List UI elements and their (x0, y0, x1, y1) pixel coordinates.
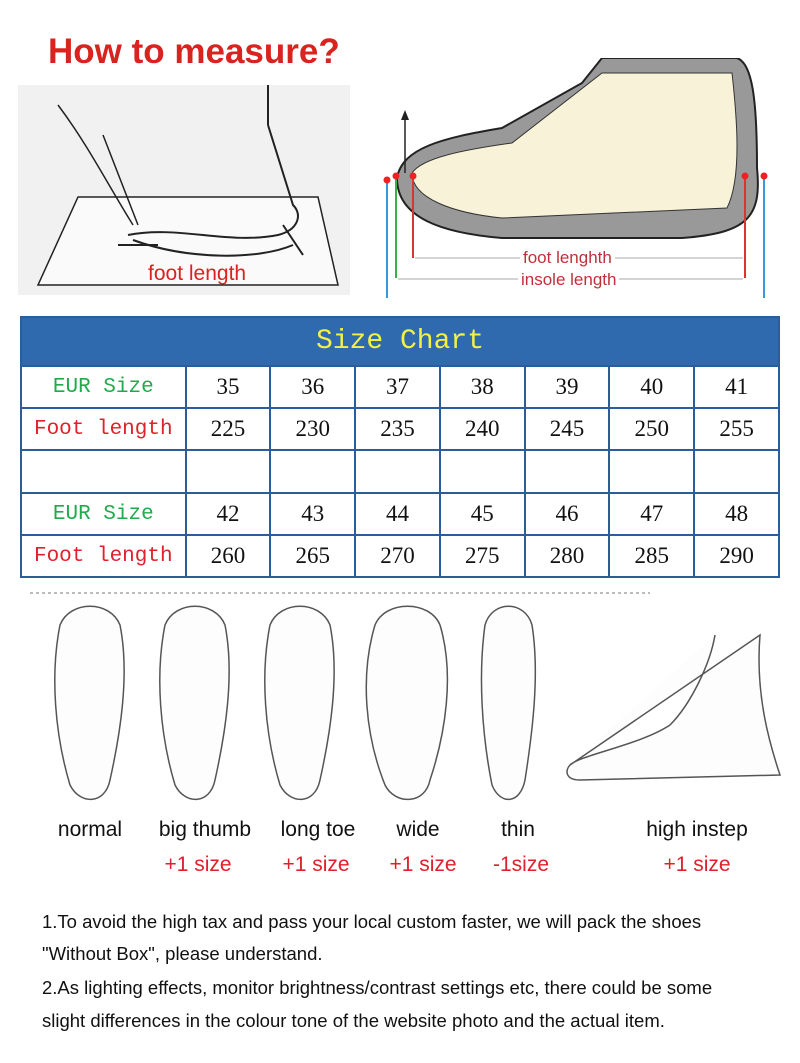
foot-long-toe (264, 605, 335, 801)
table-cell: 290 (693, 534, 780, 578)
table-cell: 265 (269, 534, 357, 578)
size-adjust: +1 size (663, 853, 731, 876)
table-cell: 46 (523, 492, 611, 536)
size-adjust: -1size (492, 853, 550, 876)
table-cell: 245 (523, 407, 611, 451)
foot-type-wide: wide (396, 818, 440, 841)
table-cell: 250 (608, 407, 696, 451)
measure-illustration: foot length (18, 85, 350, 295)
empty-row (20, 449, 780, 494)
table-cell: 45 (438, 492, 526, 536)
table-cell: 235 (354, 407, 441, 451)
table-cell: 41 (693, 365, 780, 409)
foot-length-label: foot lenghth (520, 248, 615, 268)
size-chart-title: Size Chart (20, 316, 780, 367)
eur-size-label: EUR Size (20, 365, 187, 409)
table-row: Foot length 260 265 270 275 280 285 290 (20, 534, 780, 578)
foot-thin (480, 605, 537, 801)
table-row: Foot length 225 230 235 240 245 250 255 (20, 407, 780, 451)
foot-on-paper-drawing (36, 85, 339, 286)
table-cell: 39 (523, 365, 611, 409)
table-cell: 255 (693, 407, 780, 451)
foot-length-label: Foot length (20, 407, 187, 451)
insole-length-label: insole length (518, 270, 620, 290)
table-cell: 44 (354, 492, 441, 536)
size-adjust: +1 size (164, 853, 232, 876)
foot-high-instep (566, 633, 782, 781)
table-cell: 260 (184, 534, 272, 578)
table-cell: 275 (438, 534, 526, 578)
foot-type-big-thumb: big thumb (158, 818, 252, 841)
foot-type-thin: thin (501, 818, 535, 841)
table-cell: 280 (523, 534, 611, 578)
foot-type-high-instep: high instep (646, 818, 748, 841)
table-cell: 285 (608, 534, 696, 578)
size-chart-table: Size Chart EUR Size 35 36 37 38 39 40 41 Foot … (20, 316, 780, 578)
shoe-cross-section: foot lenghth insole length (382, 57, 772, 298)
table-cell: 38 (438, 365, 526, 409)
foot-length-label: Foot length (20, 534, 187, 578)
page-title: How to measure? (48, 32, 340, 71)
size-adjust: +1 size (389, 853, 457, 876)
foot-types-illustration (20, 585, 800, 815)
table-cell: 225 (184, 407, 272, 451)
table-cell: 230 (269, 407, 357, 451)
table-cell: 270 (354, 534, 441, 578)
foot-normal (54, 605, 125, 801)
table-cell: 37 (354, 365, 441, 409)
note-line: 1.To avoid the high tax and pass your lo… (42, 911, 702, 932)
shoe-drawing (383, 57, 768, 298)
foot-type-long-toe: long toe (280, 818, 356, 841)
foot-length-label: foot length (148, 262, 247, 285)
note-line: slight differences in the colour tone of… (42, 1010, 665, 1031)
table-cell: 47 (608, 492, 696, 536)
table-cell: 43 (269, 492, 357, 536)
foot-outlines-drawing (30, 592, 782, 801)
table-cell: 35 (184, 365, 272, 409)
table-row: EUR Size 35 36 37 38 39 40 41 (20, 365, 780, 409)
table-cell: 40 (608, 365, 696, 409)
table-cell: 240 (438, 407, 526, 451)
foot-wide (365, 605, 449, 801)
table-cell: 48 (693, 492, 780, 536)
table-row: EUR Size 42 43 44 45 46 47 48 (20, 492, 780, 536)
foot-type-normal: normal (57, 818, 123, 841)
note-line: "Without Box", please understand. (42, 943, 323, 964)
note-line: 2.As lighting effects, monitor brightnes… (42, 977, 713, 998)
table-cell: 42 (184, 492, 272, 536)
size-adjust: +1 size (282, 853, 350, 876)
table-cell: 36 (269, 365, 357, 409)
eur-size-label: EUR Size (20, 492, 187, 536)
foot-big-thumb (159, 605, 230, 801)
